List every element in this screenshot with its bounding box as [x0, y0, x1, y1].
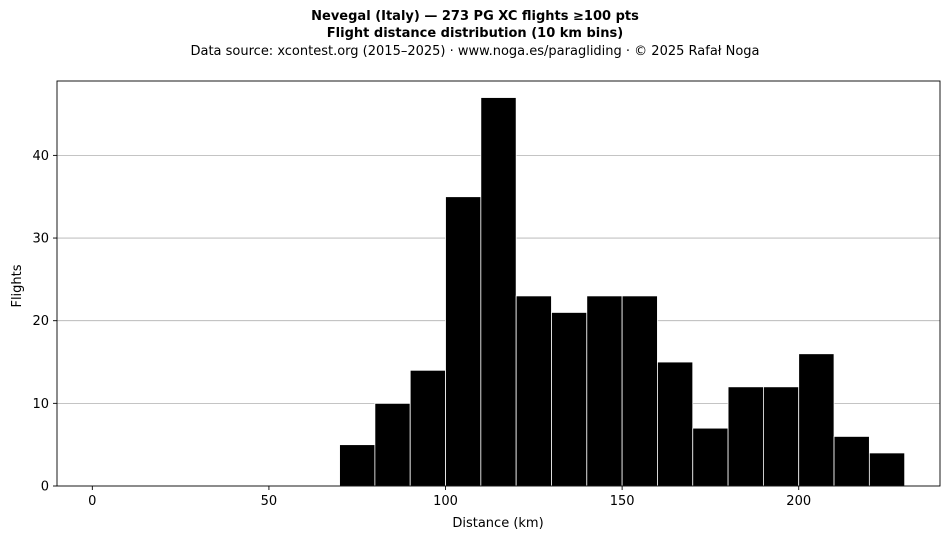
- histogram-bar: [586, 295, 623, 487]
- histogram-bar: [621, 295, 658, 487]
- y-tick-label: 40: [32, 149, 49, 164]
- histogram-bar: [445, 196, 482, 487]
- y-tick-label: 0: [41, 480, 49, 495]
- histogram-bar: [692, 427, 729, 487]
- histogram-bar: [374, 402, 411, 487]
- y-tick-label: 10: [32, 397, 49, 412]
- x-axis-label: Distance (km): [452, 516, 543, 531]
- chart-title-line2: Flight distance distribution (10 km bins…: [326, 26, 624, 41]
- plot-frame: [56, 80, 941, 487]
- y-axis-label: Flights: [10, 264, 25, 307]
- chart-subtitle: Data source: xcontest.org (2015–2025) · …: [190, 44, 760, 59]
- histogram-bar: [798, 353, 835, 487]
- y-tick-label: 30: [32, 232, 49, 247]
- x-axis-ticks: 0 50 100 150 200: [88, 486, 811, 509]
- histogram-bar: [833, 436, 870, 487]
- histogram-bar: [763, 386, 800, 487]
- x-tick-label: 0: [88, 494, 96, 509]
- histogram-bar: [868, 452, 906, 487]
- y-axis-ticks: 0 10 20 30 40: [32, 149, 57, 495]
- histogram-bar: [551, 312, 588, 487]
- histogram-bar: [339, 444, 376, 487]
- axes: [56, 80, 941, 487]
- chart-titles: Nevegal (Italy) — 273 PG XC flights ≥100…: [0, 8, 950, 61]
- chart-title: Nevegal (Italy) — 273 PG XC flights ≥100…: [311, 9, 639, 24]
- histogram-bar: [480, 97, 517, 487]
- histogram-bar: [409, 369, 446, 487]
- x-tick-label: 200: [786, 494, 811, 509]
- histogram-bars: [339, 97, 906, 487]
- x-tick-label: 100: [433, 494, 458, 509]
- histogram-bar: [727, 386, 764, 487]
- histogram-bar: [657, 361, 694, 487]
- x-tick-label: 50: [261, 494, 278, 509]
- histogram-bar: [515, 295, 552, 487]
- x-tick-label: 150: [610, 494, 635, 509]
- y-tick-label: 20: [32, 314, 49, 329]
